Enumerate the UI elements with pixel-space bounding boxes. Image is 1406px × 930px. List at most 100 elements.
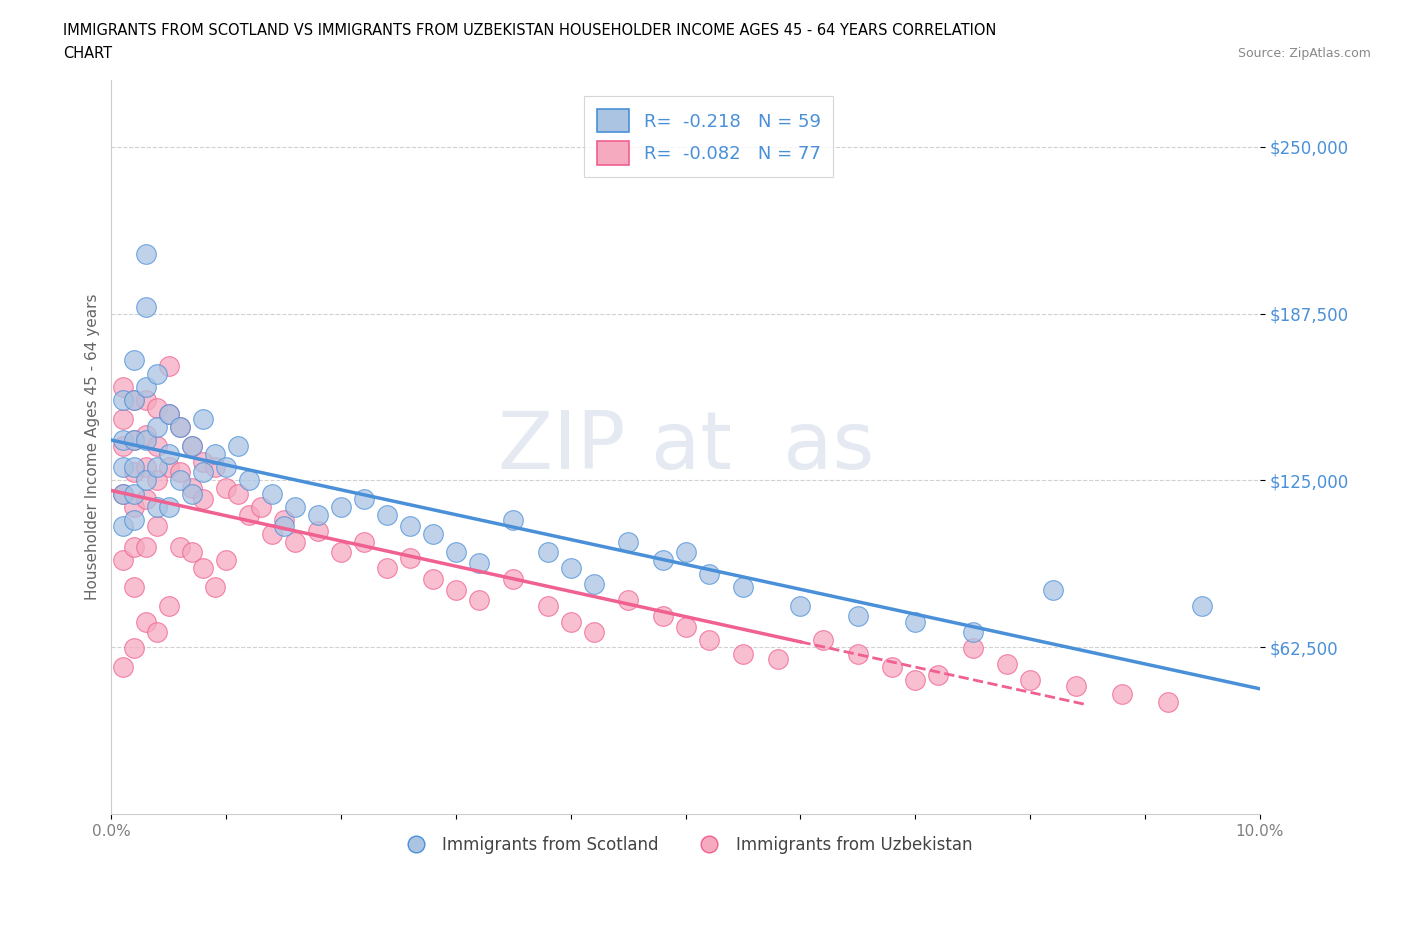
Point xyxy=(307,524,329,538)
Point xyxy=(284,534,307,549)
Point xyxy=(146,419,169,434)
Point xyxy=(375,561,398,576)
Point xyxy=(284,499,307,514)
Point xyxy=(995,657,1018,671)
Point xyxy=(582,577,605,591)
Point xyxy=(146,625,169,640)
Point xyxy=(135,539,157,554)
Point xyxy=(111,486,134,501)
Point xyxy=(193,561,215,576)
Point xyxy=(124,513,146,528)
Point xyxy=(157,406,180,421)
Point xyxy=(124,539,146,554)
Point xyxy=(169,472,191,487)
Point xyxy=(617,534,640,549)
Point xyxy=(204,579,226,594)
Point xyxy=(169,539,191,554)
Point xyxy=(731,579,754,594)
Point xyxy=(962,641,984,656)
Point xyxy=(927,668,949,683)
Point xyxy=(124,459,146,474)
Point xyxy=(560,561,582,576)
Point xyxy=(1042,582,1064,597)
Point xyxy=(111,459,134,474)
Point xyxy=(215,481,238,496)
Point xyxy=(135,428,157,443)
Point xyxy=(204,459,226,474)
Point xyxy=(537,545,560,560)
Point xyxy=(502,572,524,587)
Point xyxy=(353,492,375,507)
Point xyxy=(1019,673,1042,688)
Point xyxy=(226,438,249,453)
Point xyxy=(617,593,640,608)
Point xyxy=(422,572,444,587)
Point xyxy=(468,555,491,570)
Point xyxy=(135,299,157,314)
Point xyxy=(111,553,134,568)
Point xyxy=(124,352,146,367)
Point xyxy=(697,633,720,648)
Point xyxy=(444,545,467,560)
Point xyxy=(157,459,180,474)
Point xyxy=(157,358,180,373)
Point xyxy=(180,481,202,496)
Point xyxy=(124,392,146,407)
Point xyxy=(651,609,673,624)
Point xyxy=(273,518,295,533)
Point xyxy=(135,472,157,487)
Point xyxy=(135,615,157,630)
Point xyxy=(111,486,134,501)
Point xyxy=(124,579,146,594)
Point xyxy=(135,246,157,261)
Point xyxy=(124,392,146,407)
Point xyxy=(697,566,720,581)
Point xyxy=(238,472,260,487)
Point xyxy=(307,508,329,523)
Point xyxy=(882,659,904,674)
Point xyxy=(111,432,134,447)
Point xyxy=(353,534,375,549)
Point xyxy=(180,486,202,501)
Point xyxy=(124,486,146,501)
Point xyxy=(422,526,444,541)
Point xyxy=(146,366,169,381)
Point xyxy=(1064,678,1087,693)
Point xyxy=(813,633,835,648)
Point xyxy=(111,411,134,426)
Point xyxy=(904,615,927,630)
Text: IMMIGRANTS FROM SCOTLAND VS IMMIGRANTS FROM UZBEKISTAN HOUSEHOLDER INCOME AGES 4: IMMIGRANTS FROM SCOTLAND VS IMMIGRANTS F… xyxy=(63,23,997,38)
Point xyxy=(204,446,226,461)
Point xyxy=(330,499,353,514)
Point xyxy=(193,492,215,507)
Point xyxy=(238,508,260,523)
Point xyxy=(249,499,271,514)
Point xyxy=(766,652,789,667)
Point xyxy=(135,459,157,474)
Point xyxy=(146,518,169,533)
Point xyxy=(124,432,146,447)
Point xyxy=(468,593,491,608)
Point xyxy=(675,545,697,560)
Point xyxy=(169,465,191,480)
Point xyxy=(146,472,169,487)
Point xyxy=(226,486,249,501)
Point xyxy=(111,392,134,407)
Point xyxy=(582,625,605,640)
Point xyxy=(789,598,811,613)
Point xyxy=(375,508,398,523)
Point xyxy=(169,419,191,434)
Point xyxy=(124,641,146,656)
Point xyxy=(157,406,180,421)
Point xyxy=(651,553,673,568)
Point xyxy=(193,454,215,469)
Point xyxy=(1191,598,1213,613)
Point xyxy=(193,411,215,426)
Point xyxy=(502,513,524,528)
Text: ZIP at  as: ZIP at as xyxy=(498,408,873,486)
Point xyxy=(135,392,157,407)
Point xyxy=(124,499,146,514)
Point xyxy=(169,419,191,434)
Point xyxy=(111,438,134,453)
Point xyxy=(157,598,180,613)
